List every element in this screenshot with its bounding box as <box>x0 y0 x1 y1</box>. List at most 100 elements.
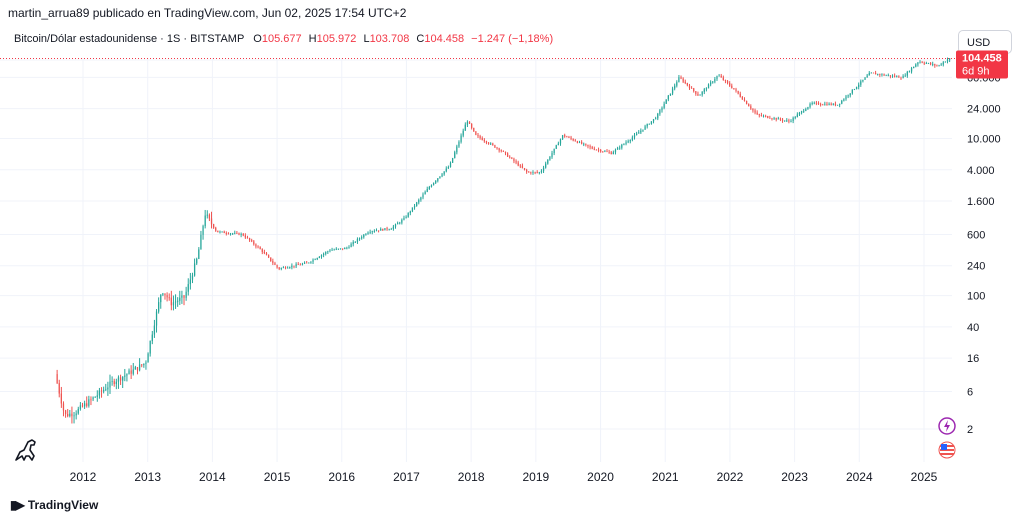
candle-body <box>160 294 162 303</box>
y-tick-label: 100 <box>967 291 985 303</box>
candle-body <box>824 103 826 105</box>
candle-body <box>100 390 103 392</box>
low-label: L <box>363 33 370 45</box>
candle-body <box>312 259 314 262</box>
candle-body <box>259 247 261 250</box>
candle-body <box>418 199 420 203</box>
candle-body <box>466 121 469 125</box>
candle-body <box>468 121 471 124</box>
candle-body <box>652 119 655 122</box>
candle-body <box>132 369 134 374</box>
candle-body <box>282 267 285 269</box>
candle-body <box>929 63 932 65</box>
candle-body <box>447 167 450 169</box>
candle-body <box>815 102 818 104</box>
candle-body <box>762 115 765 117</box>
candle-body <box>701 91 703 95</box>
candle-body <box>845 96 847 100</box>
candle-body <box>111 381 113 382</box>
candle-body <box>526 169 528 172</box>
candle-body <box>585 143 587 145</box>
candle-body <box>775 118 777 120</box>
candle-body <box>633 134 636 138</box>
candle-body <box>908 71 911 73</box>
currency-button[interactable]: USD <box>958 30 1012 54</box>
candle-body <box>881 74 883 76</box>
flag-icon[interactable] <box>938 441 956 459</box>
y-tick-label: 4.000 <box>967 165 995 177</box>
x-tick-label: 2016 <box>328 470 355 484</box>
candle-body <box>559 139 562 144</box>
candle-body <box>745 100 748 105</box>
candle-body <box>506 153 509 157</box>
candle-body <box>81 405 84 407</box>
candle-body <box>124 375 126 377</box>
candle-body <box>803 110 805 112</box>
candle-body <box>56 374 58 384</box>
candle-body <box>940 64 942 66</box>
candle-body <box>830 103 832 105</box>
candle-body <box>234 232 236 234</box>
candle-body <box>540 170 543 173</box>
symbol-name[interactable]: Bitcoin/Dólar estadounidense · 1S · BITS… <box>14 33 245 45</box>
candle-body <box>361 237 363 239</box>
tradingview-logo[interactable]: ▮▶ TradingView <box>10 498 98 512</box>
candle-body <box>149 341 151 354</box>
candle-body <box>684 81 686 83</box>
y-tick-label: 16 <box>967 353 979 365</box>
candle-body <box>538 172 540 174</box>
candle-body <box>913 66 915 69</box>
candle-body <box>130 370 132 374</box>
tradingview-logo-icon: ▮▶ <box>10 498 25 512</box>
candle-body <box>115 381 117 385</box>
candle-body <box>534 172 536 173</box>
candle-body <box>386 228 388 230</box>
candle-body <box>367 232 369 235</box>
candle-body <box>428 186 430 190</box>
candle-body <box>758 114 760 116</box>
candle-body <box>471 123 473 128</box>
candle-body <box>553 148 555 154</box>
candle-body <box>158 302 160 312</box>
dino-icon[interactable] <box>12 436 42 464</box>
candle-body <box>90 399 92 401</box>
candle-body <box>69 413 71 417</box>
candle-body <box>784 120 786 122</box>
price-badge: 104.458 6d 9h <box>956 50 1008 79</box>
candle-body <box>346 247 348 249</box>
candle-body <box>944 61 947 63</box>
candle-body <box>606 151 608 153</box>
high-value: 105.972 <box>316 33 357 45</box>
candle-body <box>551 153 553 158</box>
candle-body <box>680 77 682 79</box>
candle-body <box>549 157 551 160</box>
candle-body <box>932 64 934 65</box>
candle-body <box>168 297 170 299</box>
candle-body <box>686 82 689 86</box>
candle-body <box>136 367 139 371</box>
lightning-icon[interactable] <box>938 417 956 435</box>
candle-body <box>456 146 458 153</box>
candle-body <box>117 377 120 382</box>
candle-body <box>208 214 211 219</box>
candle-body <box>610 152 612 155</box>
candle-body <box>836 104 839 106</box>
candle-body <box>902 76 904 79</box>
candle-body <box>722 77 724 81</box>
candle-body <box>246 237 249 239</box>
candle-body <box>570 137 572 139</box>
candle-body <box>657 113 659 119</box>
candle-body <box>523 168 526 170</box>
candle-body <box>885 75 887 77</box>
candle-body <box>318 256 321 258</box>
candle-body <box>145 362 147 364</box>
candle-body <box>832 103 834 105</box>
candle-body <box>204 215 206 227</box>
candle-body <box>255 244 257 247</box>
candle-body <box>67 414 69 417</box>
price-badge-price: 104.458 <box>962 53 1002 65</box>
candle-body <box>356 238 359 242</box>
candle-body <box>707 84 710 89</box>
candle-body <box>671 88 674 94</box>
